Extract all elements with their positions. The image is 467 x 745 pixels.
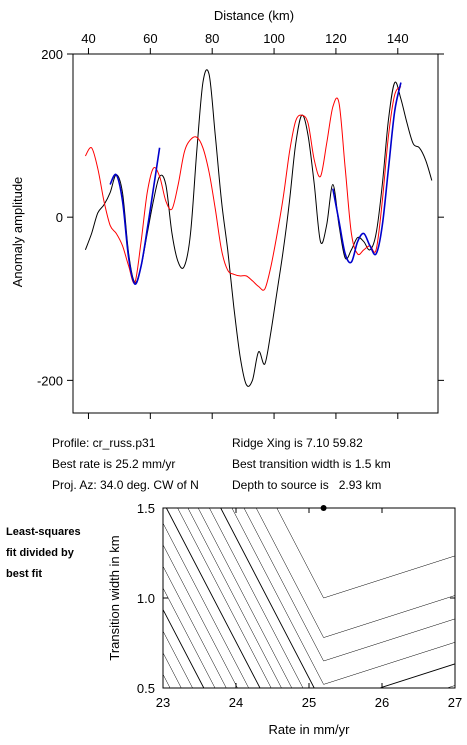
contour-line bbox=[163, 652, 182, 688]
bottom-x-tick-label: 27 bbox=[448, 695, 462, 710]
contour-line bbox=[220, 508, 455, 688]
fit-segment-right-line bbox=[332, 82, 402, 264]
contour-line bbox=[163, 673, 171, 688]
top-plot-frame bbox=[72, 53, 439, 414]
best-fit-marker bbox=[320, 505, 327, 511]
contour-line bbox=[177, 508, 272, 688]
contour-line bbox=[163, 565, 227, 688]
contour-line bbox=[163, 608, 205, 688]
profile-label: Profile: cr_russ.p31 bbox=[52, 436, 156, 450]
contour-line bbox=[255, 508, 455, 638]
projection-azimuth-label: Proj. Az: 34.0 deg. CW of N bbox=[52, 478, 199, 492]
contour-line bbox=[243, 508, 455, 662]
top-x-axis-title: Distance (km) bbox=[214, 8, 294, 23]
bottom-x-tick-label: 25 bbox=[302, 695, 316, 710]
x-tick-label: 140 bbox=[387, 31, 409, 46]
bottom-x-axis-title: Rate in mm/yr bbox=[269, 722, 351, 737]
contour-line bbox=[163, 630, 193, 688]
anomaly-profile-chart: Distance (km) Anomaly amplitude 40 60 80 10… bbox=[10, 8, 444, 419]
ridge-crossing-label: Ridge Xing is 7.10 59.82 bbox=[232, 436, 363, 450]
misfit-contour-chart: 23 24 25 26 27 0.5 1.0 1.5 Rate in mm/yr Transi… bbox=[20, 501, 467, 737]
depth-to-source-label: Depth to source is 2.93 km bbox=[232, 478, 381, 492]
side-note-line-3: best fit bbox=[6, 568, 42, 580]
bottom-x-tick-label: 24 bbox=[229, 695, 243, 710]
contour-line bbox=[32, 508, 467, 688]
y-tick-label: -200 bbox=[37, 373, 63, 388]
x-tick-label: 80 bbox=[205, 31, 219, 46]
bottom-y-axis-title: Transition width in km bbox=[107, 535, 122, 660]
bottom-y-tick-label: 1.5 bbox=[137, 501, 155, 516]
contour-line bbox=[163, 587, 216, 688]
contour-line bbox=[209, 508, 455, 688]
x-tick-label: 60 bbox=[143, 31, 157, 46]
y-tick-label: 0 bbox=[56, 210, 63, 225]
best-rate-label: Best rate is 25.2 mm/yr bbox=[52, 457, 175, 471]
x-tick-label: 40 bbox=[81, 31, 95, 46]
info-block: Profile: cr_russ.p31 Best rate is 25.2 m… bbox=[52, 436, 391, 492]
contour-line bbox=[197, 508, 293, 688]
contour-line bbox=[276, 508, 455, 599]
top-y-axis-title: Anomaly amplitude bbox=[10, 177, 25, 288]
side-note: Least-squares fit divided by best fit bbox=[6, 526, 81, 580]
y-tick-label: 200 bbox=[41, 47, 63, 62]
bottom-y-tick-label: 1.0 bbox=[137, 591, 155, 606]
contour-line bbox=[20, 508, 467, 688]
contour-line bbox=[163, 544, 238, 688]
contour-line bbox=[187, 508, 282, 688]
bottom-x-tick-label: 26 bbox=[375, 695, 389, 710]
model-anomaly-line bbox=[84, 86, 402, 291]
side-note-line-2: fit divided by bbox=[6, 547, 75, 559]
bottom-y-tick-label: 0.5 bbox=[137, 681, 155, 696]
contour-line bbox=[65, 508, 467, 688]
contour-line bbox=[166, 508, 261, 688]
best-transition-label: Best transition width is 1.5 km bbox=[232, 457, 391, 471]
x-tick-label: 120 bbox=[325, 31, 347, 46]
fit-segment-left-line bbox=[109, 147, 161, 285]
bottom-x-tick-label: 23 bbox=[156, 695, 170, 710]
contour-line bbox=[231, 508, 455, 685]
side-note-line-1: Least-squares bbox=[6, 526, 81, 538]
x-tick-label: 100 bbox=[263, 31, 285, 46]
contour-line bbox=[163, 522, 249, 688]
bottom-plot-frame bbox=[162, 507, 456, 689]
